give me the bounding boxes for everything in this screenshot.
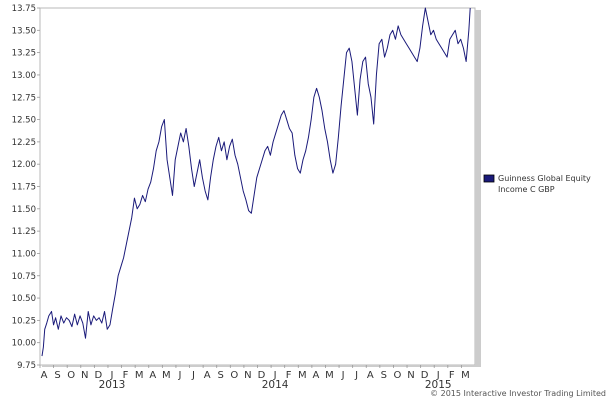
x-tick-label: J (191, 370, 195, 381)
y-tick-label: 11.75 (12, 183, 36, 193)
x-tick-label: N (244, 370, 251, 381)
y-tick-label: 13.25 (12, 49, 36, 59)
plot-shadow-bottom (42, 365, 481, 367)
y-tick-label: 13.50 (12, 26, 36, 36)
x-year-label: 2015 (425, 379, 452, 391)
y-tick-label: 12.50 (12, 116, 36, 126)
x-tick-label: J (354, 370, 358, 381)
x-tick-label: N (407, 370, 414, 381)
x-tick-label: F (123, 370, 129, 381)
x-tick-label: J (273, 370, 277, 381)
x-tick-label: A (149, 370, 156, 381)
y-tick-label: 13.75 (12, 4, 36, 14)
y-tick-label: 9.75 (17, 361, 36, 371)
copyright-text: © 2015 Interactive Investor Trading Limi… (430, 389, 606, 398)
x-tick-label: M (461, 370, 470, 381)
y-axis-ticks: 9.75 10.00 10.25 10.50 10.75 11.00 11.25 11.50 1… (12, 4, 40, 371)
y-tick-label: 10.25 (12, 316, 36, 326)
legend-swatch (483, 174, 495, 183)
x-tick-label: M (298, 370, 307, 381)
x-tick-label: O (67, 370, 75, 381)
x-tick-label: F (286, 370, 292, 381)
plot-shadow (475, 10, 481, 367)
x-tick-label: D (258, 370, 266, 381)
x-tick-label: J (177, 370, 181, 381)
plot-area (39, 7, 476, 366)
y-tick-label: 12.00 (12, 160, 36, 170)
y-tick-label: 11.00 (12, 249, 36, 259)
x-tick-label: O (394, 370, 402, 381)
y-tick-label: 11.25 (12, 227, 36, 237)
y-tick-label: 12.25 (12, 138, 36, 148)
series-line (41, 7, 471, 357)
y-tick-label: 13.00 (12, 71, 36, 81)
y-tick-label: 12.75 (12, 93, 36, 103)
y-tick-label: 10.50 (12, 294, 36, 304)
y-tick-label: 11.50 (12, 205, 36, 215)
x-tick-label: J (436, 370, 440, 381)
series-lines (41, 7, 471, 357)
x-tick-label: O (230, 370, 238, 381)
x-tick-label: A (204, 370, 211, 381)
x-tick-label: A (312, 370, 319, 381)
x-year-label: 2014 (262, 379, 289, 391)
x-year-label: 2013 (99, 379, 126, 391)
x-tick-label: J (109, 370, 113, 381)
legend-label-line1: Guinness Global Equity (498, 174, 591, 183)
x-tick-label: A (367, 370, 374, 381)
x-tick-label: M (135, 370, 144, 381)
x-tick-label: D (421, 370, 429, 381)
x-tick-label: M (162, 370, 171, 381)
x-tick-label: F (449, 370, 455, 381)
y-tick-label: 10.00 (12, 339, 36, 349)
x-tick-label: M (325, 370, 334, 381)
x-tick-label: A (41, 370, 48, 381)
x-tick-label: S (218, 370, 224, 381)
y-tick-label: 10.75 (12, 272, 36, 282)
legend-label-line2: Income C GBP (498, 185, 555, 194)
x-tick-label: D (95, 370, 103, 381)
x-tick-label: N (81, 370, 88, 381)
x-tick-label: J (341, 370, 345, 381)
x-tick-label: S (54, 370, 60, 381)
x-tick-label: S (381, 370, 387, 381)
